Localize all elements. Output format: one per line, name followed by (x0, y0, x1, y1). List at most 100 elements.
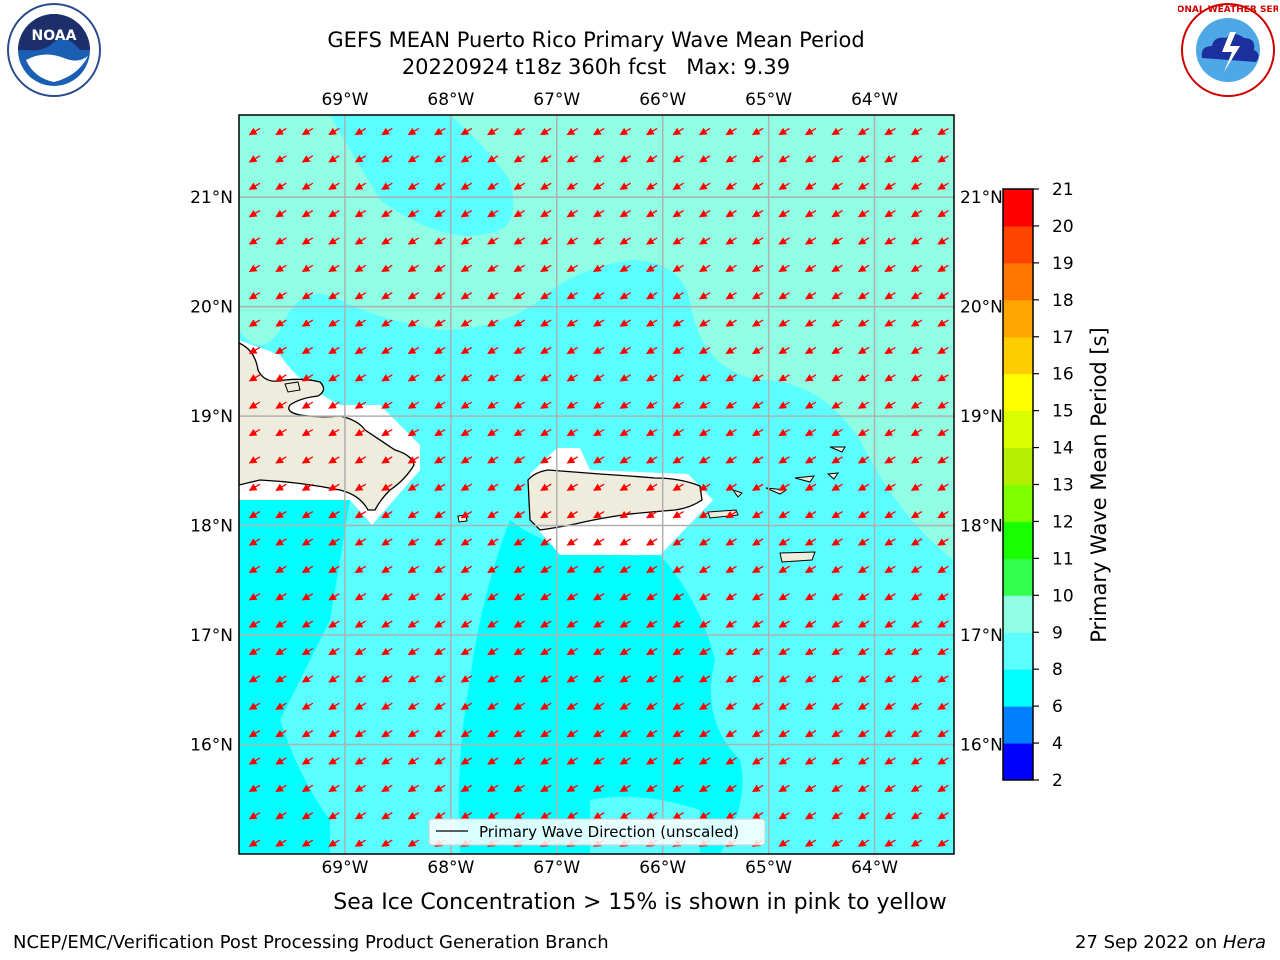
land-st-croix (779, 551, 816, 563)
wave-arrow (354, 182, 367, 190)
wave-arrow (698, 565, 711, 574)
wave-arrow (275, 839, 287, 847)
wave-arrow (301, 757, 314, 765)
wave-arrow (937, 647, 949, 656)
wave-arrow (831, 483, 843, 491)
wave-arrow (487, 209, 499, 218)
wave-arrow (831, 538, 843, 546)
wave-arrow (487, 155, 499, 163)
wave-arrow (910, 620, 923, 628)
wave-arrow (513, 346, 526, 355)
wave-arrow (857, 456, 870, 464)
wave-arrow (910, 428, 923, 437)
wave-arrow (831, 620, 843, 628)
wave-arrow (831, 182, 843, 190)
lon-label: 66°W (639, 858, 686, 878)
wave-arrow (619, 319, 631, 327)
colorbar-segment (1003, 743, 1033, 781)
wave-arrow (328, 401, 340, 409)
wave-arrow (434, 757, 446, 765)
wave-arrow (354, 538, 367, 546)
wave-arrow (540, 428, 552, 437)
wave-arrow (672, 675, 684, 683)
wave-arrow (778, 428, 790, 437)
wave-arrow (381, 456, 393, 464)
wave-arrow (513, 401, 526, 409)
wave-arrow (910, 319, 923, 327)
wave-arrow (513, 182, 526, 190)
wave-arrow (513, 675, 526, 683)
wave-arrow (540, 510, 552, 519)
map-legend: Primary Wave Direction (unscaled) (428, 818, 766, 846)
wave-arrow (460, 291, 473, 300)
wave-arrow (672, 757, 684, 765)
wave-arrow (566, 811, 579, 820)
wave-arrow (884, 620, 896, 628)
wave-arrow (328, 127, 340, 136)
wave-arrow (804, 811, 817, 820)
wave-arrow (248, 729, 261, 738)
wave-arrow (751, 182, 764, 190)
wave-arrow (487, 593, 499, 601)
wave-arrow (460, 127, 473, 136)
wave-arrow (275, 510, 287, 519)
wave-arrow (698, 291, 711, 300)
wave-arrow (248, 209, 261, 218)
wave-arrow (778, 510, 790, 519)
wave-arrow (831, 811, 843, 820)
wave-arrow (434, 647, 446, 656)
wave-arrow (751, 811, 764, 820)
wave-arrow (884, 209, 896, 218)
wave-arrow (354, 757, 367, 765)
wave-arrow (540, 729, 552, 738)
wave-arrow (540, 237, 552, 245)
wave-arrow (407, 182, 420, 190)
wave-arrow (354, 647, 367, 656)
wave-arrow (301, 593, 314, 601)
colorbar-segment (1003, 373, 1033, 412)
wave-arrow (937, 209, 949, 218)
lon-label: 68°W (427, 858, 474, 878)
wave-arrow (619, 237, 631, 245)
wave-arrow (884, 757, 896, 765)
wave-arrow (301, 374, 314, 382)
wave-arrow (381, 483, 393, 491)
wave-arrow (884, 456, 896, 464)
wave-arrow (778, 702, 790, 710)
wave-arrow (725, 729, 737, 738)
wave-arrow (698, 538, 711, 546)
wave-arrow (857, 237, 870, 245)
wave-arrow (487, 374, 499, 382)
colorbar-segment (1003, 336, 1033, 375)
wave-arrow (804, 237, 817, 245)
wave-arrow (381, 346, 393, 355)
wave-arrow (725, 374, 737, 382)
wave-arrow (540, 264, 552, 272)
wave-arrow (645, 675, 658, 683)
wave-arrow (937, 182, 949, 190)
wave-arrow (804, 428, 817, 437)
wave-arrow (831, 291, 843, 300)
wave-arrow (275, 675, 287, 683)
wave-arrow (778, 784, 790, 792)
wave-arrow (910, 647, 923, 656)
wave-arrow (407, 784, 420, 792)
colorbar-tick-label: 11 (1052, 549, 1074, 569)
wave-arrow (275, 155, 287, 163)
wave-arrow (593, 401, 605, 409)
wave-arrow (857, 264, 870, 272)
colorbar-segment (1003, 521, 1033, 559)
wave-arrow (275, 319, 287, 327)
wave-arrow (778, 675, 790, 683)
wave-arrow (804, 647, 817, 656)
wave-arrow (487, 675, 499, 683)
wave-arrow (831, 456, 843, 464)
wave-arrow (698, 374, 711, 382)
wave-arrow (434, 620, 446, 628)
colorbar-segment (1003, 669, 1033, 707)
wave-arrow (328, 647, 340, 656)
wave-arrow (566, 291, 579, 300)
lon-label: 69°W (321, 858, 368, 878)
wave-arrow (831, 565, 843, 574)
wave-arrow (354, 620, 367, 628)
